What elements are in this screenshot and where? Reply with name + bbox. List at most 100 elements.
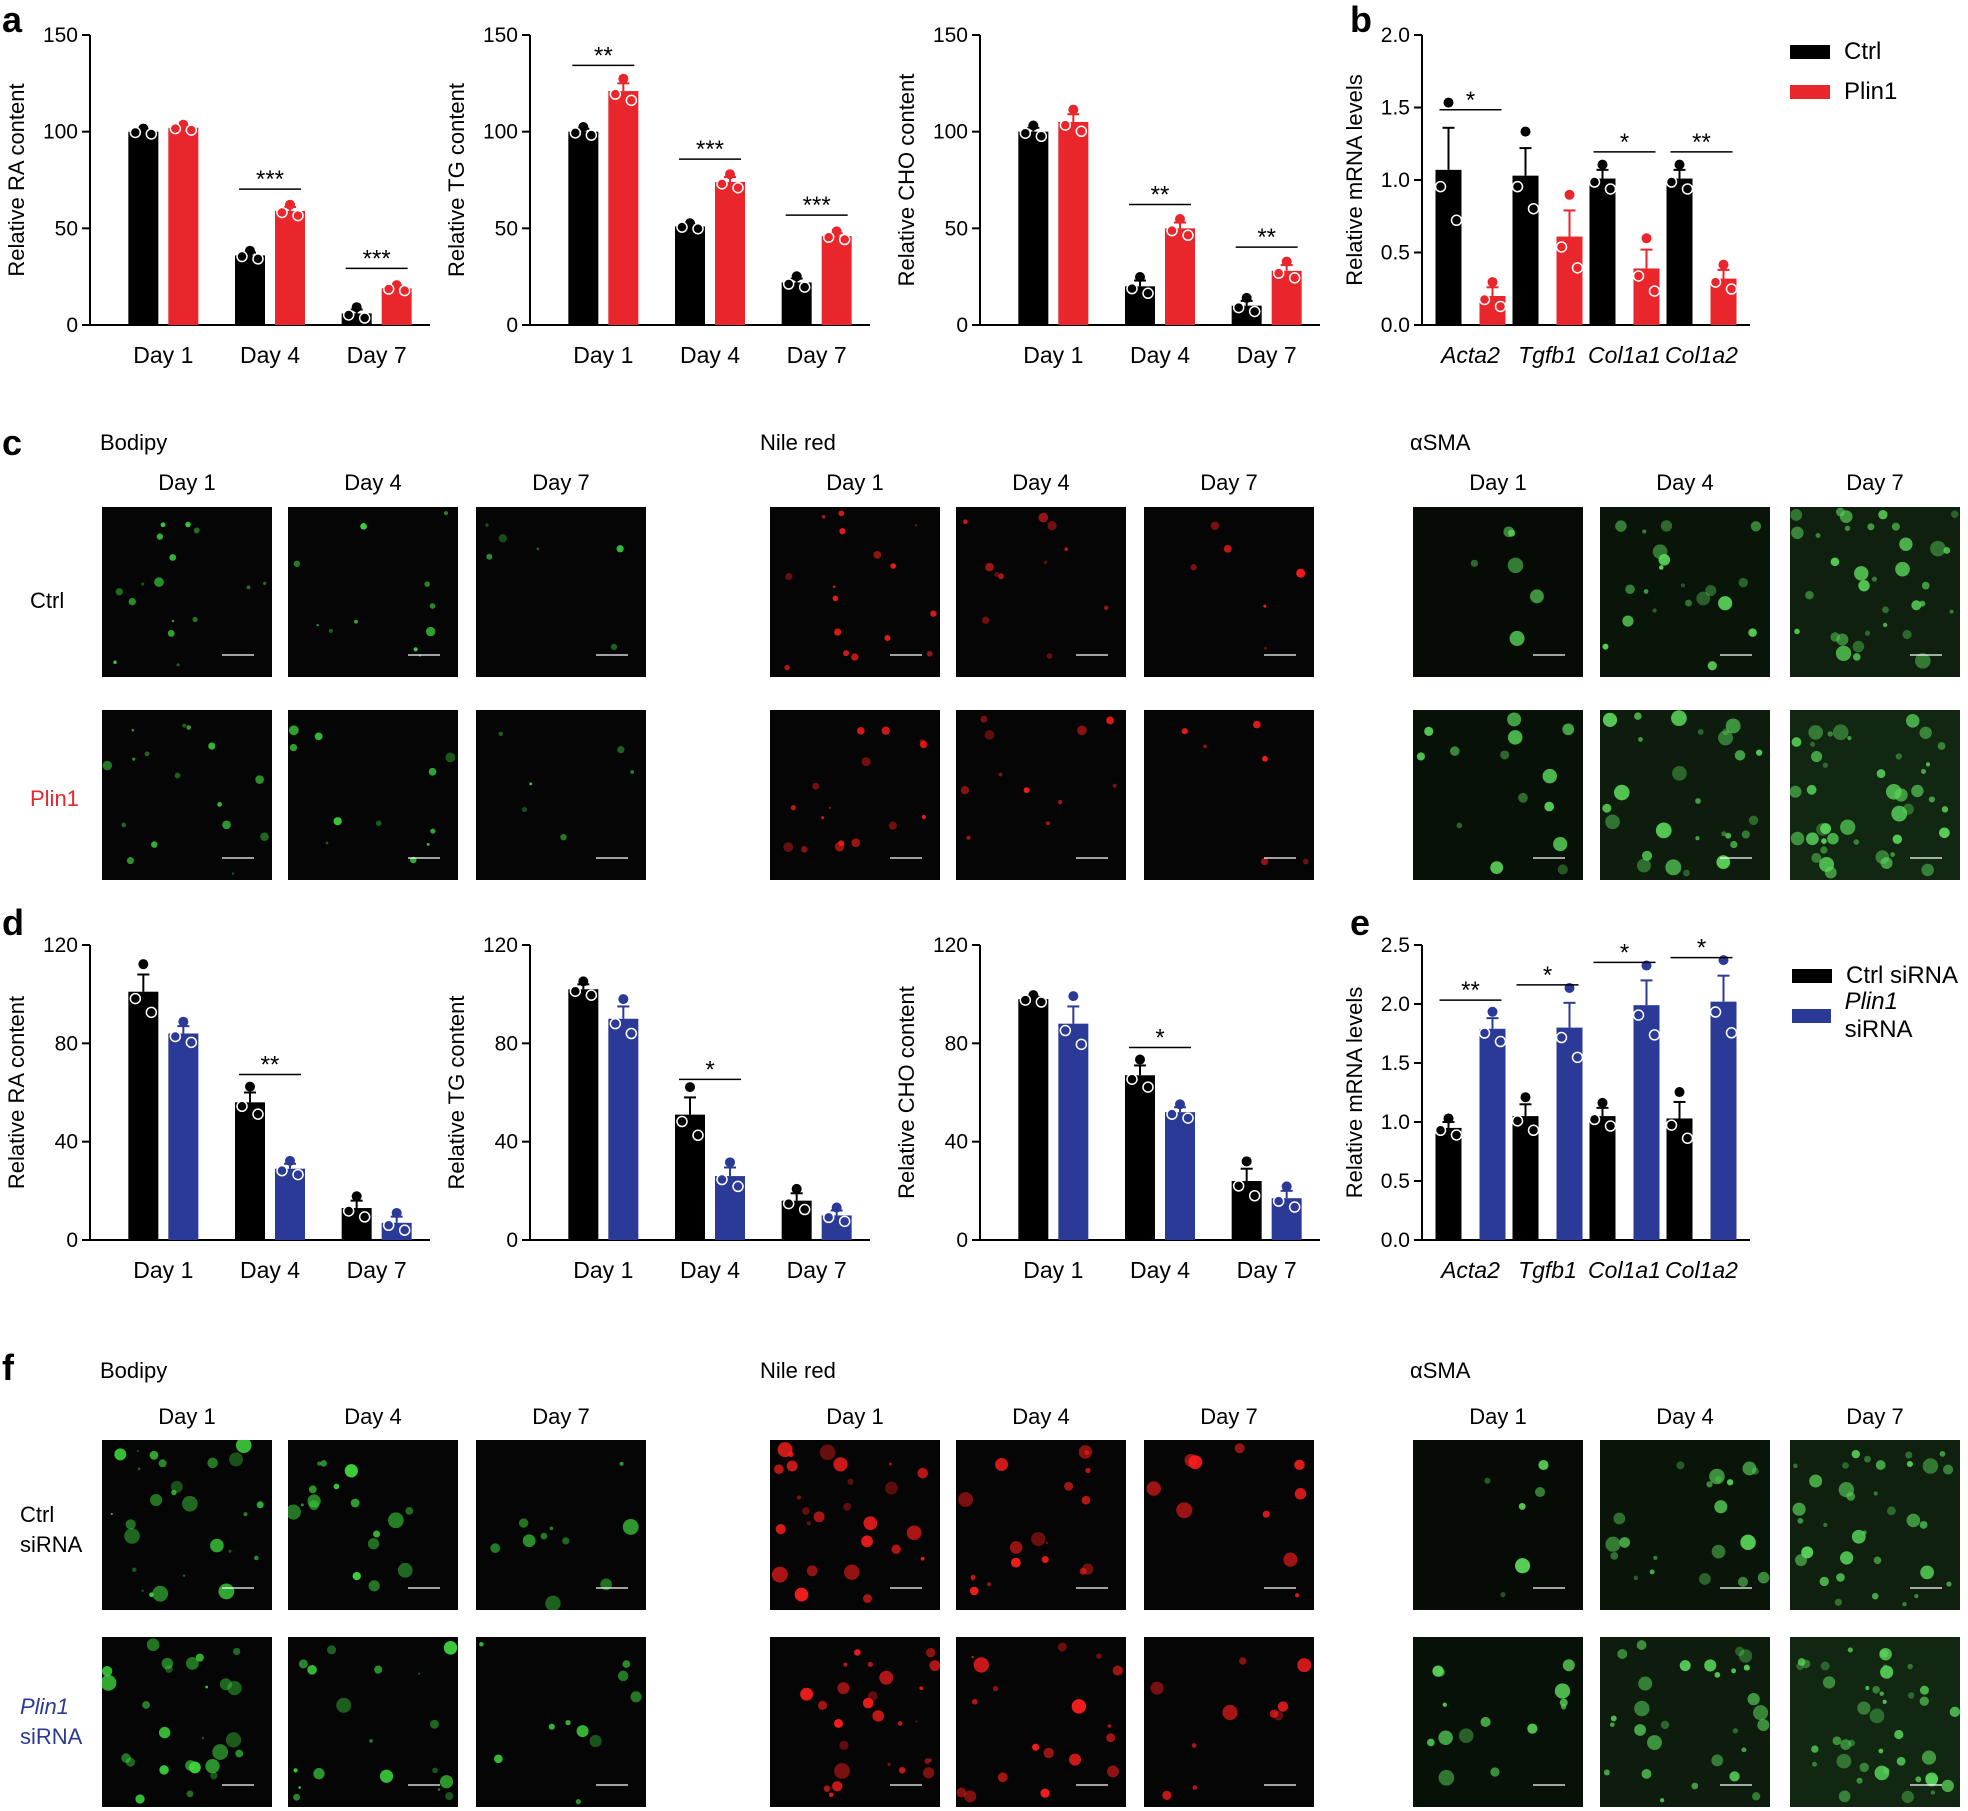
cell-spot [255,775,264,784]
cell-spot [1107,1724,1112,1728]
y-tick-label: 0.0 [1381,1229,1410,1252]
data-point [1135,272,1145,283]
stain-label-bodipy: Bodipy [100,430,168,455]
cell-spot [617,1670,629,1682]
cell-spot [786,1460,798,1472]
cell-spot [1847,1647,1853,1653]
x-tick-label: Day 1 [1023,1257,1083,1283]
cell-spot [1715,1475,1722,1483]
cell-spot [617,746,625,754]
cell-spot [1643,589,1649,594]
y-tick-label: 120 [483,934,518,957]
day-label: Day 4 [344,470,402,495]
y-tick-label: 2.5 [1381,934,1410,957]
cell-spot [1907,1663,1913,1670]
significance-label: ** [261,1052,280,1079]
y-tick-label: 80 [55,1032,78,1055]
data-point [1674,1087,1685,1098]
cell-spot [1260,857,1269,866]
data-point [1175,1099,1185,1110]
cell-spot [1458,1728,1474,1744]
cell-spot [1625,584,1635,595]
cell-spot [1925,762,1931,767]
micrograph-image [476,1440,646,1610]
data-point [276,206,288,219]
cell-spot [1696,591,1711,606]
cell-spot [1729,1771,1740,1782]
cell-spot [1112,1665,1123,1676]
cell-spot [887,1762,891,1767]
cell-spot [1637,858,1651,873]
cell-spot [771,1566,788,1583]
data-point [1059,1024,1072,1037]
data-point [1068,104,1079,115]
data-point [791,1183,802,1194]
cell-spot [144,751,150,757]
cell-spot [1602,712,1618,727]
cell-spot [1815,533,1821,539]
cell-spot [494,1754,503,1764]
y-tick-label: 0 [66,1229,78,1252]
chart-d-ra: 0 40 80 120 Relative RA content Day 1 ** Day 4 D… [4,934,430,1283]
data-point [782,278,795,290]
cell-spot [136,1449,140,1453]
cell-spot [418,1672,421,1675]
cell-spot [142,1701,151,1709]
cell-spot [1875,1460,1886,1470]
cell-spot [1535,1486,1546,1498]
cell-spot [958,1492,974,1507]
cell-spot [1906,1460,1913,1468]
cell-spot [102,1665,113,1677]
significance-label: * [1620,129,1629,156]
cell-spot [548,1723,555,1730]
cell-spot [1820,846,1828,854]
cell-spot [1832,1736,1842,1746]
cell-spot [1622,615,1634,627]
cell-spot [1294,1593,1300,1598]
micrograph-canvas [490,1461,639,1610]
cell-spot [821,514,826,519]
cell-spot [375,820,382,827]
cell-spot [1162,1790,1172,1800]
stain-label-asma: αSMA [1410,1358,1471,1383]
significance-label: *** [696,136,724,163]
cell-spot [1847,736,1852,741]
cell-spot [151,841,158,848]
micrograph-image [476,1637,646,1807]
cell-spot [1890,852,1895,857]
micrograph-canvas [1146,1443,1307,1598]
cell-spot [1824,866,1837,879]
cell-spot [800,1687,814,1701]
cell-spot [1507,557,1524,574]
bar [168,1033,199,1240]
cell-spot [589,1734,602,1748]
data-point [1126,282,1138,295]
legend-item-ctrl: Ctrl [1790,34,1897,70]
cell-spot [1450,746,1460,756]
cell-spot [126,857,134,865]
y-axis-label: Relative RA content [4,83,29,276]
cell-spot [354,619,358,624]
cell-spot [121,822,127,828]
cell-spot [925,1647,936,1658]
data-point [1648,1029,1661,1041]
cell-spot [1647,1735,1662,1750]
cell-spot [1665,859,1682,876]
cell-spot [260,832,269,841]
cell-spot [616,545,624,553]
cell-spot [1714,1672,1721,1678]
cell-spot [314,732,323,741]
cell-spot [424,581,430,587]
cell-spot [1559,1698,1568,1707]
cell-spot [1714,1500,1728,1514]
cell-spot [867,1661,873,1668]
cell-spot [1852,640,1865,653]
cell-spot [1239,1657,1247,1665]
panel-label-f: f [2,1347,14,1388]
data-point [285,1155,295,1166]
data-point [1571,262,1584,274]
cell-spot [1432,1665,1444,1677]
cell-spot [344,1464,358,1478]
cell-spot [1263,604,1267,608]
cell-spot [1294,1488,1307,1500]
